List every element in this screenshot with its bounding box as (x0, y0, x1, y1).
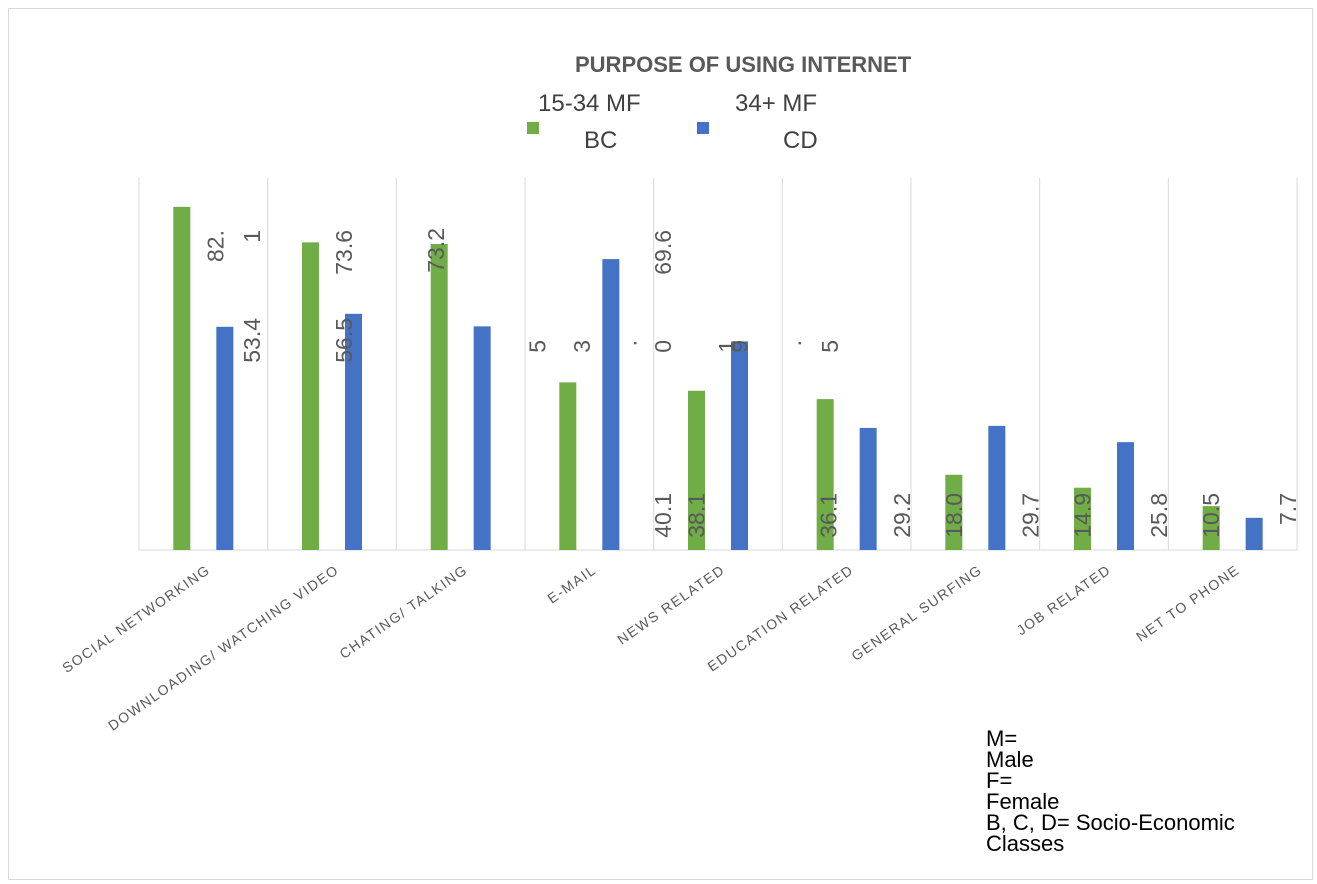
note-line: Classes (986, 833, 1235, 854)
note-line: M= (986, 728, 1235, 749)
data-label: 56.5 (331, 318, 357, 363)
data-label: 10.5 (1198, 493, 1224, 538)
bar-series2 (602, 259, 619, 550)
category-label: EDUCATION RELATED (704, 561, 856, 674)
data-label: 9 (727, 340, 753, 353)
data-label: 25.8 (1146, 493, 1172, 538)
data-label: . (615, 340, 641, 346)
category-label: CHATING/ TALKING (336, 561, 470, 661)
data-label: 14.9 (1070, 493, 1096, 538)
data-label: 53.4 (239, 318, 265, 363)
bar-series1 (302, 242, 319, 550)
data-label: 36.1 (815, 493, 841, 538)
data-label: 18.0 (941, 493, 967, 538)
bar-series2 (1117, 442, 1134, 550)
data-label: 38.1 (684, 493, 710, 538)
bar-series1 (173, 207, 190, 550)
bar-series1 (431, 244, 448, 550)
data-label: 82. (202, 230, 228, 262)
data-label: 40.1 (650, 493, 676, 538)
category-label: SOCIAL NETWORKING (59, 561, 213, 675)
note-line: B, C, D= Socio-Economic (986, 812, 1235, 833)
data-label: 5 (524, 340, 550, 353)
category-label: NET TO PHONE (1133, 561, 1242, 644)
bar-series2 (860, 428, 877, 550)
note-line: F= (986, 770, 1235, 791)
bar-series2 (474, 326, 491, 550)
data-label: 69.6 (650, 230, 676, 275)
data-label: 73.6 (331, 230, 357, 275)
bar-series2 (731, 341, 748, 550)
data-label: 1 (239, 230, 265, 243)
data-label: 29.7 (1017, 493, 1043, 538)
note-line: Female (986, 791, 1235, 812)
data-label: 5 (817, 340, 843, 353)
category-label: JOB RELATED (1013, 561, 1113, 638)
data-label: 7.7 (1275, 493, 1301, 525)
data-label: 3 (569, 340, 595, 353)
bar-series2 (988, 426, 1005, 550)
category-label: NEWS RELATED (614, 561, 728, 647)
data-label: 73.2 (423, 228, 449, 273)
category-label: DOWNLOADING/ WATCHING VIDEO (105, 561, 342, 733)
category-label: GENERAL SURFING (848, 561, 985, 663)
category-label: E-MAIL (544, 561, 599, 606)
bar-series2 (1246, 518, 1263, 550)
bar-series2 (216, 327, 233, 550)
data-label: 0 (650, 340, 676, 353)
bar-series1 (559, 382, 576, 550)
abbreviation-note: M= Male F= Female B, C, D= Socio-Economi… (986, 728, 1235, 854)
data-label: 29.2 (889, 493, 915, 538)
note-line: Male (986, 749, 1235, 770)
data-label: . (780, 340, 806, 346)
